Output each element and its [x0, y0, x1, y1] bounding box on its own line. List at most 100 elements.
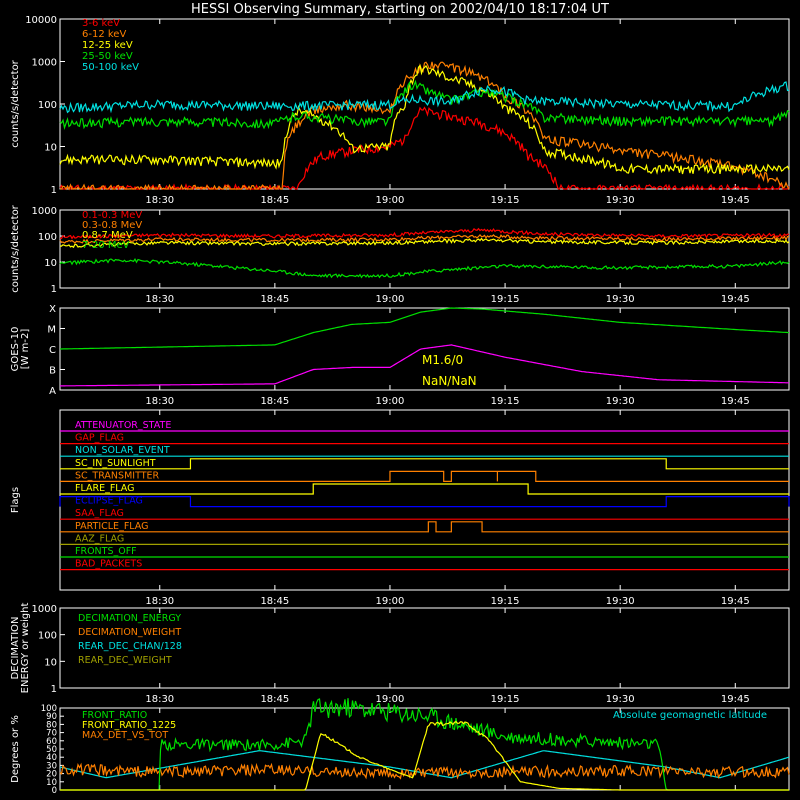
- y-tick-label: 10000: [25, 15, 57, 26]
- y-tick-label: X: [49, 304, 56, 315]
- goes-long-line: [60, 307, 790, 350]
- y-tick-label: 20: [46, 770, 57, 780]
- goes-class-annotation: M1.6/0: [422, 353, 463, 367]
- x-tick-label: 19:00: [376, 396, 405, 407]
- y-axis-label: counts/s/detector: [10, 59, 21, 147]
- y-axis-label: ENERGY or weight: [20, 603, 31, 694]
- legend-entry: DECIMATION_ENERGY: [78, 613, 181, 624]
- y-tick-label: 1000: [32, 604, 57, 615]
- 6-12-kev-line: [60, 61, 790, 191]
- flag-line: [60, 458, 789, 470]
- legend-entry: MAX_DET_VS_TOT: [82, 730, 168, 741]
- flag-label: BAD_PACKETS: [75, 559, 142, 570]
- y-tick-label: C: [49, 345, 56, 356]
- y-axis-label: counts/s/detector: [10, 204, 21, 292]
- 25-50-kev-line: [59, 79, 790, 131]
- flag-line: [60, 521, 789, 533]
- legend-entry: 50-100 keV: [82, 62, 139, 73]
- y-tick-label: B: [49, 366, 56, 377]
- legend-entry: FRONT_RATIO_1225: [82, 720, 176, 731]
- y-tick-label: 90: [46, 712, 57, 722]
- legend-entry: 0.1-0.3 MeV: [82, 210, 142, 221]
- plot-layer: 18:30 18:45 19:00 19:15 19:30 19:451101001000…: [10, 15, 790, 796]
- x-tick-label: 19:15: [491, 195, 520, 206]
- flag-line: [60, 470, 789, 482]
- flag-label: SAA_FLAG: [75, 508, 124, 519]
- x-tick-label: 18:30: [145, 294, 174, 305]
- x-tick-label: 18:45: [260, 596, 289, 607]
- x-tick-label: 19:15: [491, 694, 520, 705]
- y-tick-label: 10: [44, 258, 57, 269]
- flag-label: ATTENUATOR_STATE: [75, 420, 171, 431]
- figure-title: HESSI Observing Summary, starting on 200…: [191, 2, 609, 17]
- x-tick-label: 18:45: [260, 694, 289, 705]
- 50-100-kev-line: [59, 81, 790, 114]
- x-tick-label: 18:45: [260, 396, 289, 407]
- flag-line: [59, 496, 790, 508]
- flag-label: FLARE_FLAG: [75, 483, 135, 494]
- y-tick-label: 100: [38, 100, 57, 111]
- x-tick-label: 19:00: [376, 294, 405, 305]
- y-axis-label: GOES-10: [10, 327, 21, 372]
- flag-label: AAZ_FLAG: [75, 533, 124, 544]
- flag-label: NON_SOLAR_EVENT: [75, 445, 170, 456]
- y-tick-label: A: [49, 386, 56, 397]
- x-tick-label: 19:30: [606, 396, 635, 407]
- y-axis-label: Flags: [10, 487, 21, 513]
- legend-entry: FRONT_RATIO: [82, 710, 147, 721]
- x-tick-label: 19:30: [606, 596, 635, 607]
- flag-label: ECLIPSE_FLAG: [75, 496, 143, 507]
- x-tick-label: 19:00: [376, 694, 405, 705]
- y-axis-label: [W m-2]: [20, 329, 31, 370]
- y-tick-label: 40: [46, 753, 57, 763]
- legend-entry: REAR_DEC_CHAN/128: [78, 641, 182, 652]
- legend-entry: 0.3-0.8 MeV: [82, 220, 142, 231]
- goes-class-annotation: NaN/NaN: [422, 374, 477, 388]
- legend-entry: REAR_DEC_WEIGHT: [78, 655, 172, 666]
- y-axis-label: DECIMATION: [10, 616, 21, 679]
- x-tick-label: 19:45: [721, 294, 750, 305]
- y-tick-label: 100: [38, 631, 57, 642]
- flag-line: [60, 483, 789, 495]
- legend-entry: 0.8-7 MeV: [82, 230, 133, 241]
- panel-frame: [59, 409, 790, 591]
- 0-1-0-3-mev-line: [59, 227, 790, 240]
- legend-entry: 6-12 keV: [82, 29, 126, 40]
- y-tick-label: 1000: [32, 58, 57, 69]
- x-tick-label: 18:30: [145, 596, 174, 607]
- legend-entry: 12-25 keV: [82, 40, 133, 51]
- goes-short-line: [60, 344, 789, 387]
- y-tick-label: 100: [41, 704, 57, 714]
- y-tick-label: 10: [44, 143, 57, 154]
- geomagnetic-latitude-line: [59, 749, 790, 779]
- legend-entry: 25-50 keV: [82, 51, 133, 62]
- y-tick-label: 10: [44, 657, 57, 668]
- 7-20-mev-line: [59, 258, 790, 279]
- x-tick-label: 18:45: [260, 294, 289, 305]
- y-tick-label: M: [47, 325, 56, 336]
- y-tick-label: 100: [38, 232, 57, 243]
- x-tick-label: 18:30: [145, 694, 174, 705]
- panel-frame: [59, 209, 790, 289]
- y-tick-label: 0: [52, 786, 57, 796]
- flag-label: GAP_FLAG: [75, 433, 124, 444]
- legend-entry: 7-20 MeV: [82, 240, 130, 251]
- x-tick-label: 19:15: [491, 396, 520, 407]
- x-tick-label: 19:45: [721, 195, 750, 206]
- flag-label: FRONTS_OFF: [75, 546, 137, 557]
- y-tick-label: 1: [51, 684, 57, 695]
- x-tick-label: 19:00: [376, 195, 405, 206]
- x-tick-label: 18:30: [145, 396, 174, 407]
- x-tick-label: 19:45: [721, 694, 750, 705]
- max-det-vs-tot-line: [59, 762, 790, 780]
- x-tick-label: 19:15: [491, 596, 520, 607]
- 12-25-kev-line: [59, 64, 790, 175]
- front-ratio-1225-line: [60, 720, 789, 791]
- x-tick-label: 18:30: [145, 195, 174, 206]
- x-tick-label: 19:15: [491, 294, 520, 305]
- y-tick-label: 70: [46, 729, 57, 739]
- x-tick-label: 19:30: [606, 294, 635, 305]
- y-axis-label: Degrees or %: [10, 715, 21, 783]
- 0-8-7-mev-line: [59, 237, 790, 249]
